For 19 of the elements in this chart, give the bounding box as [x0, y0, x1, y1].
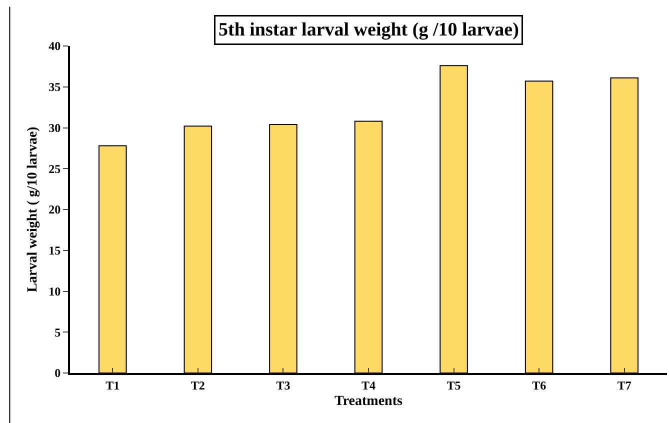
y-tick-label: 35 — [48, 80, 61, 94]
x-tick-label: T2 — [190, 378, 205, 392]
x-tick-label: T6 — [532, 378, 546, 392]
x-tick-label: T1 — [106, 378, 120, 392]
y-tick-label: 30 — [48, 120, 61, 135]
y-tick-label: 20 — [48, 202, 61, 217]
y-tick-label: 40 — [48, 39, 61, 54]
x-tick-label: T4 — [361, 378, 376, 392]
y-tick-label: 15 — [48, 244, 61, 258]
y-tick-label: 10 — [48, 284, 61, 298]
y-axis-title: Larval weight ( g/10 larvae) — [26, 126, 41, 292]
x-tick-label: T5 — [446, 378, 461, 392]
chart-title: 5th instar larval weight (g /10 larvae) — [218, 20, 519, 40]
y-tick-label: 25 — [48, 162, 61, 176]
y-tick-label: 0 — [54, 366, 61, 380]
y-tick-label: 5 — [54, 325, 61, 340]
x-tick-label: T3 — [276, 378, 290, 392]
x-tick-label: T7 — [617, 378, 632, 392]
x-axis-title: Treatments — [334, 394, 403, 410]
